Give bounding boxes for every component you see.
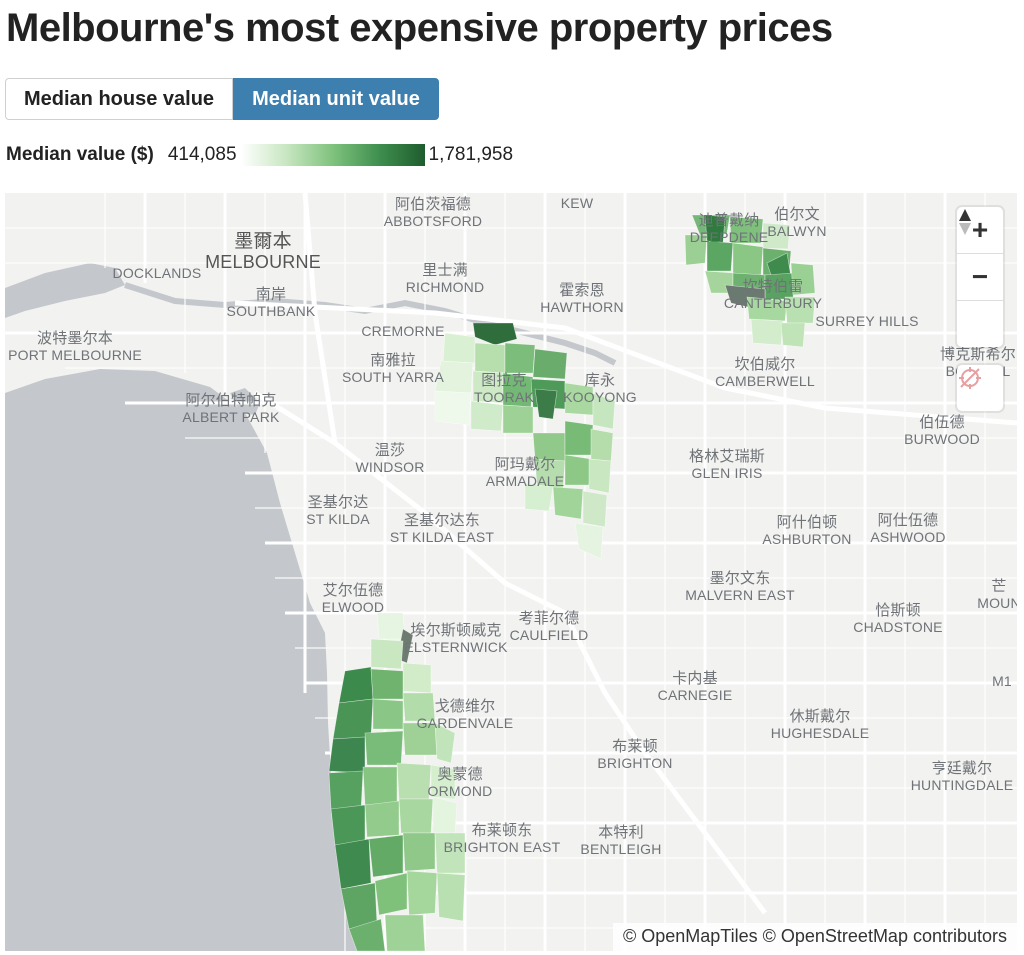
map-label-moun: 芒 MOUN bbox=[977, 578, 1017, 612]
map-attribution[interactable]: © OpenMapTiles © OpenStreetMap contribut… bbox=[612, 923, 1017, 951]
geolocate-button[interactable] bbox=[957, 365, 1003, 411]
color-legend: Median value ($) 414,085 1,781,958 bbox=[6, 144, 513, 166]
map-label-southbank: 南岸 SOUTHBANK bbox=[226, 286, 316, 320]
tab-median-unit-value[interactable]: Median unit value bbox=[233, 78, 439, 120]
map-label-toorak: 图拉克 TOORAK bbox=[473, 372, 535, 406]
map-label-surrey-hills: SURREY HILLS bbox=[815, 313, 919, 329]
map-label-windsor: 温莎 WINDSOR bbox=[355, 442, 425, 476]
map-label-docklands: DOCKLANDS bbox=[112, 265, 202, 281]
map-label-st-kilda: 圣基尔达 ST KILDA bbox=[306, 494, 370, 528]
map-label-kooyong: 库永 KOOYONG bbox=[563, 372, 637, 406]
map-label-hughesdale: 休斯戴尔 HUGHESDALE bbox=[770, 708, 870, 742]
map-label-chadstone: 恰斯顿 CHADSTONE bbox=[853, 602, 943, 636]
map-label-abbotsford: 阿伯茨福德 ABBOTSFORD bbox=[383, 196, 483, 230]
map-label-bentleigh: 本特利 BENTLEIGH bbox=[580, 824, 662, 858]
map-label-huntingdale: 亨廷戴尔 HUNTINGDALE bbox=[910, 760, 1014, 794]
map-label-ormond: 奥蒙德 ORMOND bbox=[427, 766, 493, 800]
map-label-albert-park: 阿尔伯特帕克 ALBERT PARK bbox=[182, 392, 280, 426]
map-label-malvern-east: 墨尔文东 MALVERN EAST bbox=[685, 570, 795, 604]
zoom-in-button[interactable]: + bbox=[957, 207, 1003, 254]
legend-max: 1,781,958 bbox=[428, 144, 514, 165]
map-label-brighton: 布莱顿 BRIGHTON bbox=[597, 738, 673, 772]
legend-gradient bbox=[240, 144, 425, 166]
compass-button[interactable] bbox=[957, 209, 1003, 347]
legend-min: 414,085 bbox=[167, 144, 237, 165]
map-view[interactable]: 阿伯茨福德 ABBOTSFORD KEW 伯尔文 BALWYN 墨爾本 MELBOURNE D… bbox=[5, 193, 1017, 951]
basemap bbox=[5, 193, 1017, 951]
map-label-south-yarra: 南雅拉 SOUTH YARRA bbox=[341, 352, 445, 386]
map-label-elsternwick: 埃尔斯顿威克 ELSTERNWICK bbox=[404, 622, 508, 656]
page-title: Melbourne's most expensive property pric… bbox=[6, 6, 833, 50]
legend-label: Median value ($) bbox=[6, 144, 154, 165]
map-label-balwyn: 伯尔文 BALWYN bbox=[767, 206, 827, 240]
map-label-camberwell: 坎伯威尔 CAMBERWELL bbox=[715, 356, 815, 390]
map-label-st-kilda-east: 圣基尔达东 ST KILDA EAST bbox=[389, 512, 495, 546]
zoom-out-button[interactable]: − bbox=[957, 254, 1003, 301]
map-label-ashburton: 阿什伯顿 ASHBURTON bbox=[762, 514, 852, 548]
map-label-carnegie: 卡内基 CARNEGIE bbox=[657, 670, 733, 704]
map-label-hawthorn: 霍索恩 HAWTHORN bbox=[540, 282, 624, 316]
map-label-port-melbourne: 波特墨尔本 PORT MELBOURNE bbox=[8, 330, 142, 364]
map-zoom-controls: + − bbox=[957, 207, 1003, 347]
tab-median-house-value[interactable]: Median house value bbox=[5, 78, 234, 120]
value-toggle: Median house value Median unit value bbox=[5, 78, 439, 120]
map-label-richmond: 里士满 RICHMOND bbox=[405, 262, 485, 296]
map-label-ashwood: 阿仕伍德 ASHWOOD bbox=[870, 512, 946, 546]
geolocate-disabled-icon bbox=[959, 367, 981, 389]
map-label-deepdene: 迪普戴纳 DEEPDENE bbox=[689, 212, 769, 246]
map-label-elwood: 艾尔伍德 ELWOOD bbox=[321, 582, 385, 616]
map-label-melbourne: 墨爾本 MELBOURNE bbox=[205, 231, 321, 272]
map-label-glen-iris: 格林艾瑞斯 GLEN IRIS bbox=[688, 448, 766, 482]
map-label-brighton-east: 布莱顿东 BRIGHTON EAST bbox=[443, 822, 561, 856]
map-label-gardenvale: 戈德维尔 GARDENVALE bbox=[416, 698, 514, 732]
map-label-kew: KEW bbox=[560, 195, 594, 211]
map-label-armadale: 阿玛戴尔 ARMADALE bbox=[485, 456, 565, 490]
map-label-burwood: 伯伍德 BURWOOD bbox=[904, 414, 980, 448]
map-label-caulfield: 考菲尔德 CAULFIELD bbox=[509, 610, 589, 644]
map-label-cremorne: CREMORNE bbox=[361, 323, 445, 339]
map-label-canterbury: 坎特伯雷 CANTERBURY bbox=[723, 278, 823, 312]
compass-icon bbox=[959, 209, 971, 235]
map-label-m1: M1 bbox=[992, 673, 1012, 689]
